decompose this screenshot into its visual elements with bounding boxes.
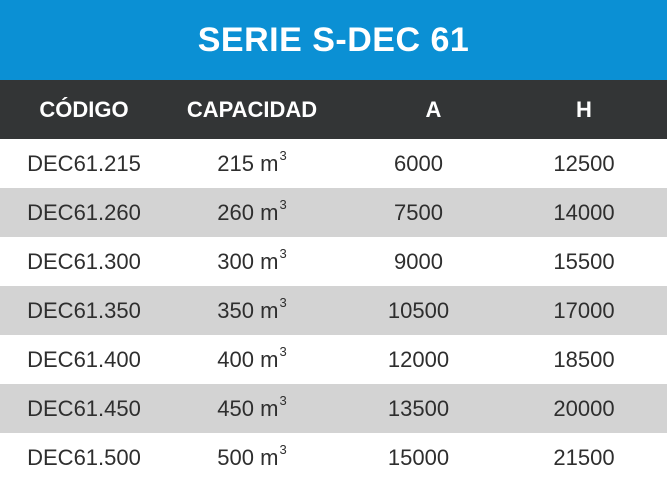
capacidad-value: 450 <box>217 395 255 421</box>
capacidad-value: 350 <box>217 297 255 323</box>
cell-h: 17000 <box>553 297 615 323</box>
header-capacidad: CAPACIDAD <box>186 96 318 122</box>
table-row: DEC61.400 400 m 3 12000 18500 <box>0 335 667 384</box>
header-a: A <box>425 96 442 122</box>
capacidad-unit-exponent: 3 <box>279 245 287 261</box>
table-row: DEC61.260 260 m 3 7500 14000 <box>0 188 667 237</box>
cell-codigo: DEC61.350 <box>27 297 141 323</box>
cell-h: 14000 <box>553 199 615 225</box>
capacidad-unit: m <box>260 395 279 421</box>
capacidad-value: 300 <box>217 248 255 274</box>
header-h: H <box>576 96 592 122</box>
cell-a: 15000 <box>387 444 450 470</box>
cell-a: 10500 <box>387 297 450 323</box>
capacidad-value: 400 <box>217 346 255 372</box>
capacidad-unit: m <box>260 346 279 372</box>
cell-a: 7500 <box>394 199 443 225</box>
cell-h: 15500 <box>553 248 615 274</box>
capacidad-unit: m <box>260 150 279 176</box>
capacidad-unit: m <box>260 297 279 323</box>
table-row: DEC61.215 215 m 3 6000 12500 <box>0 139 667 188</box>
cell-a: 12000 <box>387 346 450 372</box>
capacidad-unit-exponent: 3 <box>279 392 287 408</box>
cell-a: 9000 <box>394 248 443 274</box>
cell-codigo: DEC61.300 <box>27 248 141 274</box>
capacidad-value: 215 <box>217 150 255 176</box>
capacidad-unit-exponent: 3 <box>279 196 287 212</box>
capacidad-unit: m <box>260 444 279 470</box>
cell-h: 20000 <box>553 395 615 421</box>
cell-codigo: DEC61.450 <box>27 395 141 421</box>
capacidad-unit-exponent: 3 <box>279 343 287 359</box>
capacidad-unit: m <box>260 248 279 274</box>
header-codigo: CÓDIGO <box>39 96 129 122</box>
cell-h: 18500 <box>553 346 615 372</box>
table-title: SERIE S-DEC 61 <box>0 0 667 80</box>
cell-codigo: DEC61.400 <box>27 346 141 372</box>
cell-codigo: DEC61.500 <box>27 444 141 470</box>
cell-codigo: DEC61.215 <box>27 150 141 176</box>
table-header-row: CÓDIGO CAPACIDAD A H <box>0 80 667 139</box>
capacidad-unit-exponent: 3 <box>279 294 287 310</box>
table-row: DEC61.350 350 m 3 10500 17000 <box>0 286 667 335</box>
table-row: DEC61.300 300 m 3 9000 15500 <box>0 237 667 286</box>
cell-h: 12500 <box>553 150 615 176</box>
table-title-text: SERIE S-DEC 61 <box>197 20 470 59</box>
table-row: DEC61.450 450 m 3 13500 20000 <box>0 384 667 433</box>
cell-a: 6000 <box>394 150 443 176</box>
capacidad-unit-exponent: 3 <box>279 147 287 163</box>
capacidad-value: 260 <box>217 199 255 225</box>
table-row: DEC61.500 500 m 3 15000 21500 <box>0 433 667 482</box>
capacidad-unit: m <box>260 199 279 225</box>
capacidad-value: 500 <box>217 444 255 470</box>
capacidad-unit-exponent: 3 <box>279 441 287 457</box>
cell-a: 13500 <box>387 395 450 421</box>
cell-h: 21500 <box>553 444 615 470</box>
cell-codigo: DEC61.260 <box>27 199 141 225</box>
